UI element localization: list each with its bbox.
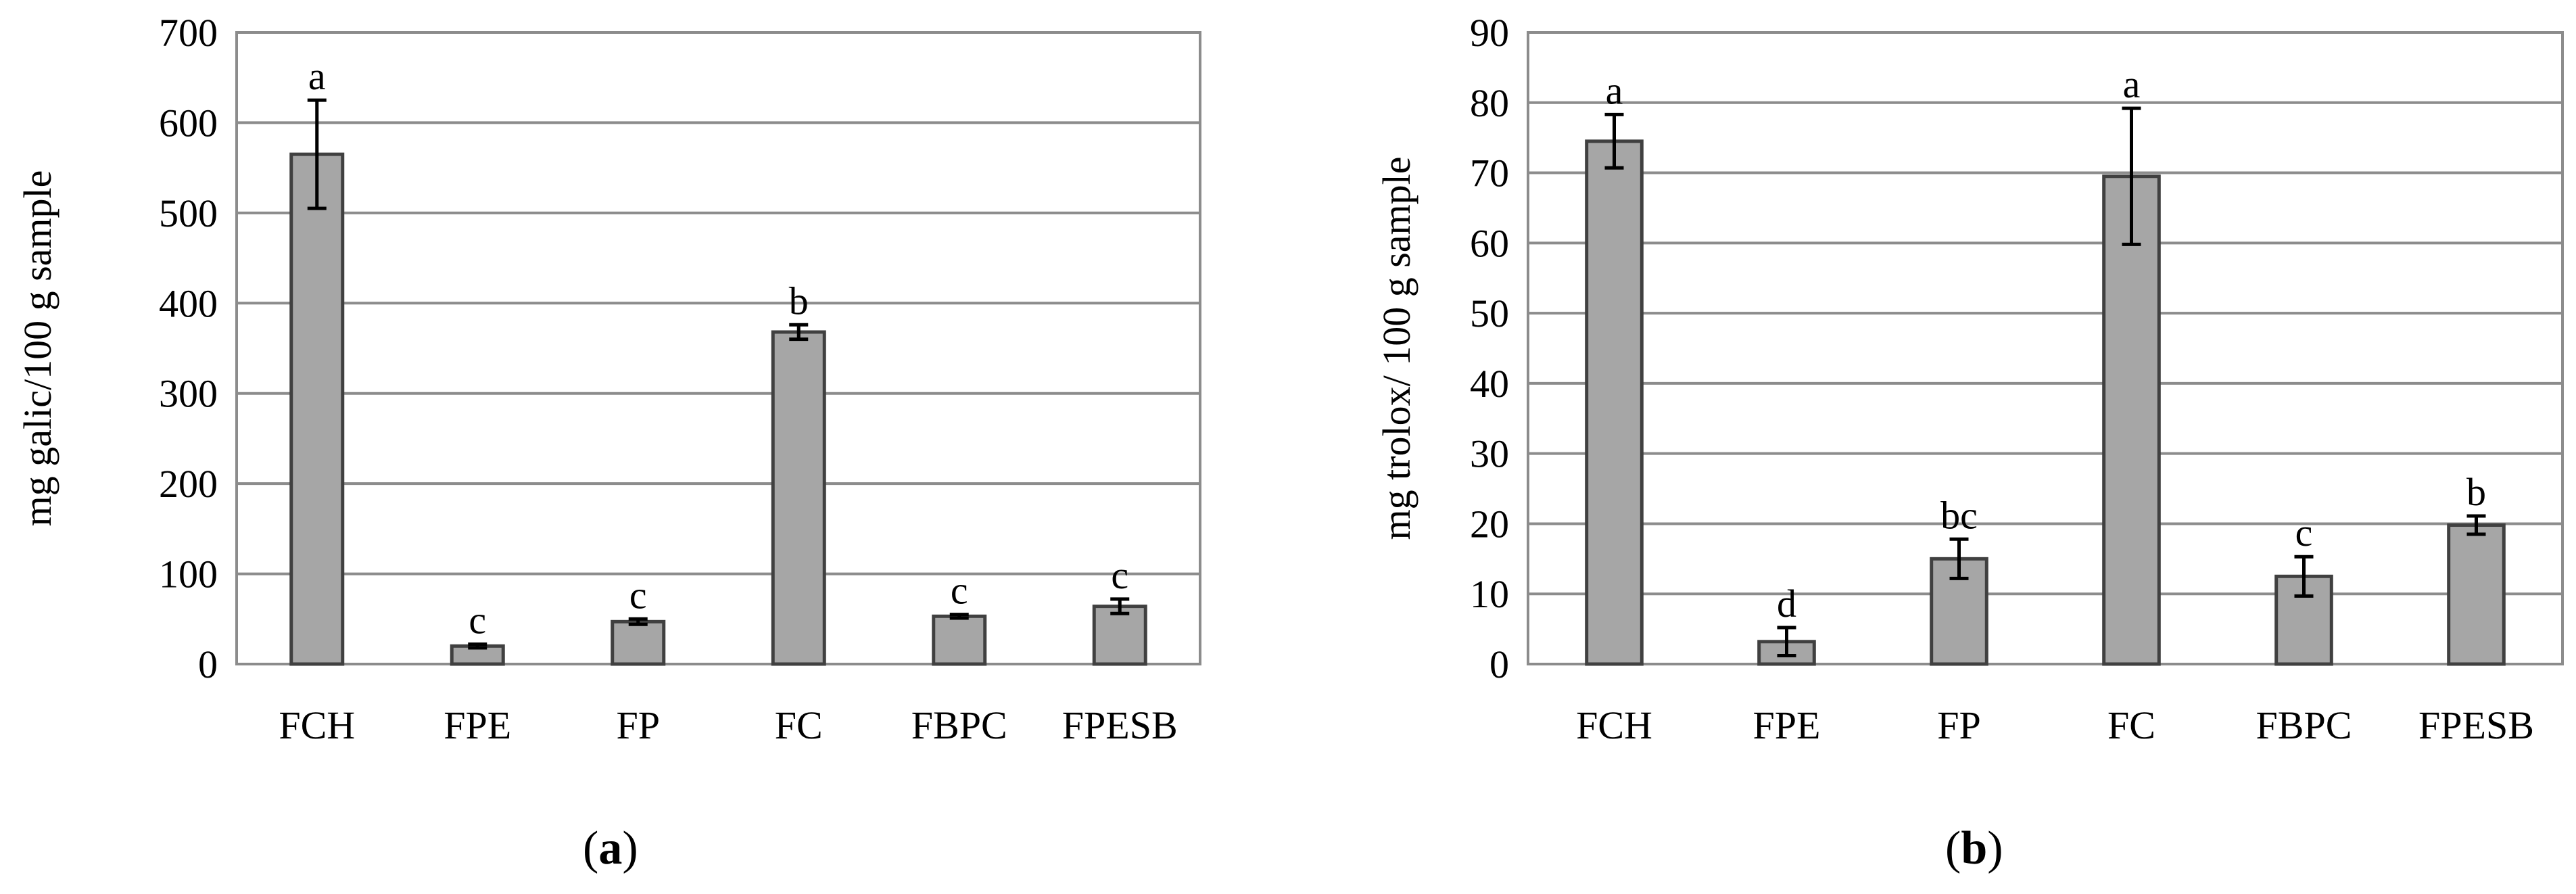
bar-fch	[1585, 139, 1644, 666]
significance-letter: c	[951, 569, 968, 613]
bar-fpesb	[2447, 523, 2506, 666]
x-tick-label: FCH	[1576, 703, 1652, 747]
y-tick-label: 500	[159, 191, 218, 235]
x-tick-label: FPESB	[1062, 703, 1178, 747]
x-tick-label: FPESB	[2418, 703, 2534, 747]
significance-letter: c	[469, 598, 486, 642]
y-tick-label: 30	[1470, 432, 1509, 476]
x-tick-label: FP	[1937, 703, 1981, 747]
x-tick-label: FPE	[444, 703, 511, 747]
panel-label-a: (a)	[583, 822, 638, 874]
y-axis-label: mg trolox/ 100 g sample	[1375, 156, 1418, 540]
significance-letter: b	[2466, 470, 2486, 514]
bar-fp	[611, 619, 666, 666]
y-tick-label: 100	[159, 552, 218, 596]
y-tick-label: 90	[1470, 11, 1509, 55]
bar-fch	[289, 152, 345, 666]
x-tick-label: FBPC	[911, 703, 1007, 747]
significance-letter: b	[789, 279, 809, 323]
y-tick-label: 0	[198, 642, 218, 686]
y-tick-label: 300	[159, 372, 218, 416]
y-tick-label: 20	[1470, 502, 1509, 546]
x-tick-label: FC	[775, 703, 823, 747]
significance-letter: c	[1111, 553, 1128, 597]
y-tick-label: 600	[159, 101, 218, 145]
bar-fbpc	[932, 614, 987, 666]
significance-letter: c	[2295, 511, 2313, 555]
bar-fc	[2102, 174, 2161, 666]
significance-letter: a	[2123, 62, 2141, 106]
y-tick-label: 70	[1470, 151, 1509, 195]
significance-letter: a	[308, 54, 326, 98]
y-tick-label: 400	[159, 281, 218, 325]
y-tick-label: 80	[1470, 81, 1509, 125]
significance-letter: d	[1777, 582, 1796, 626]
plot-frame	[235, 31, 1201, 665]
y-tick-label: 200	[159, 462, 218, 506]
x-tick-label: FBPC	[2256, 703, 2352, 747]
y-tick-label: 40	[1470, 362, 1509, 406]
y-tick-label: 10	[1470, 572, 1509, 616]
chart-b: 0 10 20 30 40 50 60 70 80 90 mg trolox/ 100 g samp…	[1375, 11, 2564, 747]
x-tick-label: FC	[2107, 703, 2155, 747]
significance-letter: bc	[1940, 493, 1978, 537]
bar-fc	[771, 330, 826, 666]
panel-label-b: (b)	[1945, 822, 2003, 874]
x-tick-label: FP	[616, 703, 660, 747]
y-tick-label: 60	[1470, 221, 1509, 265]
y-axis-label: mg galic/100 g sample	[16, 170, 59, 527]
x-tick-label: FCH	[279, 703, 355, 747]
y-tick-label: 700	[159, 11, 218, 55]
plot-frame	[1527, 31, 2564, 665]
significance-letter: a	[1606, 68, 1623, 112]
y-tick-label: 0	[1489, 642, 1509, 686]
significance-letter: c	[629, 573, 647, 617]
y-tick-label: 50	[1470, 291, 1509, 335]
x-tick-label: FPE	[1753, 703, 1821, 747]
chart-a: 0 100 200 300 400 500 600 700 mg galic/100 g sam…	[16, 11, 1201, 747]
